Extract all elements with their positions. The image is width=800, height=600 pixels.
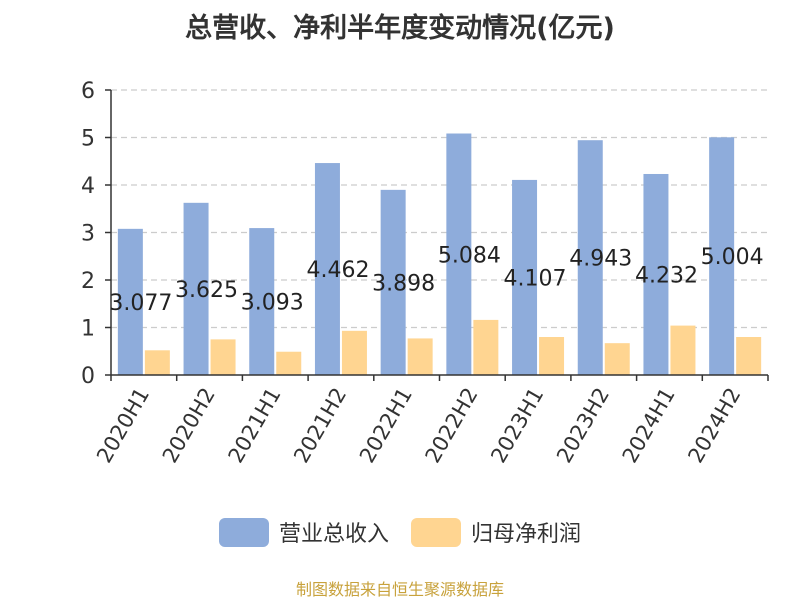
legend-label-revenue: 营业总收入 xyxy=(278,522,389,547)
x-tick-label-2022H1: 2022H1 xyxy=(355,384,417,468)
bar-net-profit-2021H1 xyxy=(276,351,302,375)
bar-revenue-2021H2 xyxy=(314,163,340,375)
legend-swatch-revenue xyxy=(218,517,269,547)
data-label-revenue-2022H1: 3.898 xyxy=(372,271,435,296)
legend-label-net-profit: 归母净利润 xyxy=(471,522,582,547)
legend-item-revenue[interactable]: 营业总收入 xyxy=(218,516,389,548)
bar-revenue-2020H1 xyxy=(117,228,143,375)
data-label-revenue-2023H1: 4.107 xyxy=(504,266,567,291)
y-tick-label-3: 3 xyxy=(81,222,95,247)
bar-revenue-2022H1 xyxy=(380,189,406,375)
data-label-revenue-2021H2: 4.462 xyxy=(306,258,369,283)
bar-revenue-2022H2 xyxy=(446,133,472,375)
legend-swatch-net-profit xyxy=(411,517,461,547)
y-tick-label-2: 2 xyxy=(81,269,95,294)
bar-net-profit-2021H2 xyxy=(341,330,367,375)
bar-revenue-2023H2 xyxy=(577,140,603,375)
bar-revenue-2023H1 xyxy=(512,179,538,375)
legend: 营业总收入 归母净利润 xyxy=(0,516,800,548)
bar-net-profit-2023H2 xyxy=(604,343,630,375)
bar-net-profit-2024H2 xyxy=(736,337,762,375)
x-tick-label-2021H2: 2021H2 xyxy=(289,384,351,468)
bar-revenue-2021H1 xyxy=(249,228,275,375)
x-tick-label-2021H1: 2021H1 xyxy=(223,384,285,468)
x-tick-label-2024H2: 2024H2 xyxy=(683,384,745,468)
y-tick-label-1: 1 xyxy=(81,317,95,342)
x-tick-label-2023H2: 2023H2 xyxy=(552,384,614,468)
data-label-revenue-2023H2: 4.943 xyxy=(569,247,632,272)
bar-revenue-2024H2 xyxy=(709,137,735,375)
y-tick-label-6: 6 xyxy=(81,79,95,104)
source-note: 制图数据来自恒生聚源数据库 xyxy=(295,580,504,599)
y-tick-label-4: 4 xyxy=(81,174,95,199)
x-tick-label-2024H1: 2024H1 xyxy=(618,384,680,468)
bar-net-profit-2022H1 xyxy=(407,338,433,375)
bar-net-profit-2020H1 xyxy=(144,350,170,375)
bar-revenue-2020H2 xyxy=(183,202,209,375)
chart-title: 总营收、净利半年度变动情况(亿元) xyxy=(185,13,615,44)
x-tick-label-2020H2: 2020H2 xyxy=(158,384,220,468)
y-tick-label-5: 5 xyxy=(81,127,95,152)
data-label-revenue-2022H2: 5.084 xyxy=(438,243,501,268)
data-label-revenue-2024H2: 5.004 xyxy=(701,245,764,270)
bar-net-profit-2024H1 xyxy=(670,325,696,375)
legend-item-net-profit[interactable]: 归母净利润 xyxy=(411,516,581,548)
data-labels: 3.0773.6253.0934.4623.8985.0844.1074.943… xyxy=(109,243,763,316)
y-tick-label-0: 0 xyxy=(81,364,95,389)
data-label-revenue-2020H1: 3.077 xyxy=(109,291,172,316)
bar-revenue-2024H1 xyxy=(643,173,669,375)
x-tick-label-2023H1: 2023H1 xyxy=(486,384,548,468)
bars xyxy=(117,133,762,375)
bar-net-profit-2022H2 xyxy=(473,319,499,375)
data-label-revenue-2024H1: 4.232 xyxy=(635,263,698,288)
x-tick-label-2022H2: 2022H2 xyxy=(421,383,483,467)
data-label-revenue-2020H2: 3.625 xyxy=(175,278,238,303)
bar-net-profit-2020H2 xyxy=(210,339,236,375)
bar-net-profit-2023H1 xyxy=(539,337,565,375)
x-tick-label-2020H1: 2020H1 xyxy=(92,384,154,468)
data-label-revenue-2021H1: 3.093 xyxy=(241,291,304,316)
